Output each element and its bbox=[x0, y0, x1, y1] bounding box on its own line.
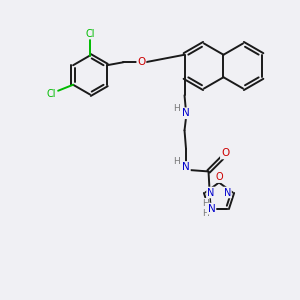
Text: H: H bbox=[202, 199, 209, 208]
Text: N: N bbox=[182, 162, 190, 172]
Text: H: H bbox=[173, 157, 180, 166]
Text: H: H bbox=[173, 103, 180, 112]
Text: N: N bbox=[182, 108, 190, 118]
Text: Cl: Cl bbox=[85, 28, 95, 39]
Text: N: N bbox=[208, 204, 215, 214]
Text: O: O bbox=[221, 148, 229, 158]
Text: N: N bbox=[224, 188, 231, 197]
Text: N: N bbox=[207, 188, 214, 197]
Text: H: H bbox=[202, 209, 209, 218]
Text: O: O bbox=[215, 172, 223, 182]
Text: Cl: Cl bbox=[47, 89, 56, 99]
Text: O: O bbox=[137, 57, 146, 67]
